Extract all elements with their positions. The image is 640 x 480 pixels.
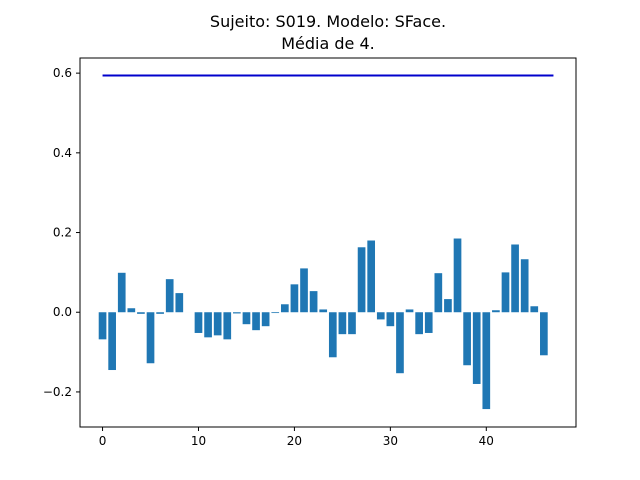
bar [137,312,145,314]
bar [520,259,529,313]
bar [280,304,289,313]
y-tick-label: 0.2 [53,226,72,240]
bar [424,312,433,333]
bar [108,312,116,371]
bar [348,312,356,335]
bar [415,312,423,335]
bar [252,312,260,331]
plot-frame [79,57,577,428]
bar [204,312,212,338]
y-tick-label: 0.0 [53,305,72,319]
bar [117,272,126,313]
bar [492,310,500,313]
x-tick-label: 40 [479,434,494,448]
bar [463,312,471,366]
bar [328,312,337,358]
bar [540,312,548,356]
bar [156,312,164,314]
x-tick-label: 10 [191,434,206,448]
chart-title-line-1: Sujeito: S019. Modelo: SFace. [210,12,446,31]
bar [261,312,270,327]
bar [271,312,280,314]
bar [242,312,251,325]
bar [146,312,155,364]
bar [127,308,136,313]
bar [405,309,414,313]
bar [434,273,443,313]
x-tick-label: 0 [99,434,107,448]
y-axis: −0.2 0.0 0.2 0.4 0.6 [43,66,80,399]
bar [213,312,222,336]
bar [223,312,232,340]
bar [300,268,308,313]
bar [453,238,462,313]
bar [319,309,328,313]
y-tick-label: 0.4 [53,146,72,160]
bar [376,312,385,320]
bar [233,312,241,314]
x-tick-label: 20 [287,434,302,448]
bar [396,312,404,374]
bar [482,312,491,410]
bar [511,244,519,313]
bar [367,240,376,313]
y-tick-label: −0.2 [43,385,72,399]
bar [386,312,395,327]
bar [338,312,347,335]
bar [444,299,452,313]
y-tick-label: 0.6 [53,66,72,80]
bar [194,312,203,333]
bar [98,312,107,340]
bar [472,312,481,384]
bar [165,279,174,313]
bar-group [98,238,548,410]
bar [530,306,539,313]
bar [309,291,318,313]
bar [357,247,366,313]
bar [175,293,184,313]
x-tick-label: 30 [383,434,398,448]
x-axis: 0 10 20 30 40 [99,427,494,448]
chart-title-line-2: Média de 4. [281,34,375,53]
bar [501,272,510,313]
bar [290,284,299,313]
